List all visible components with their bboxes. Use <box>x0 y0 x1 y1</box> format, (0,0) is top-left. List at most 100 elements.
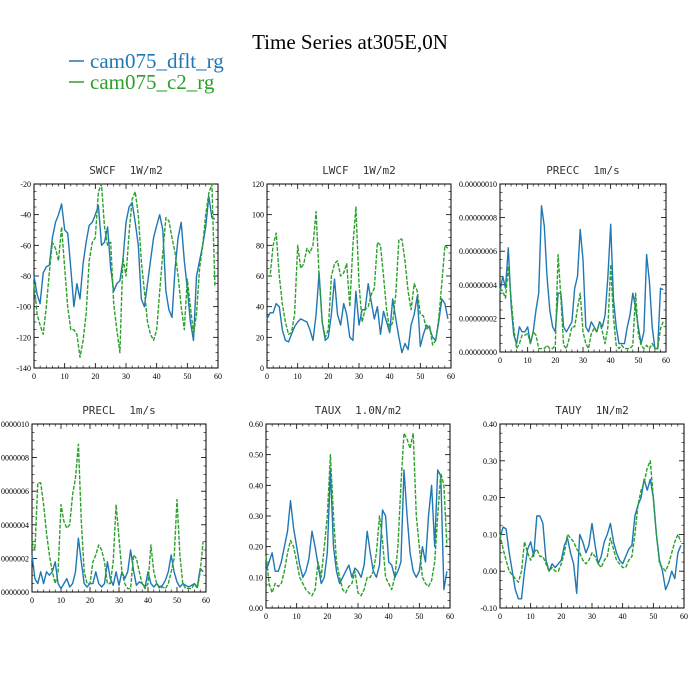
x-tick-label-taux: 0 <box>264 612 268 621</box>
y-tick-label-lwcf: 60 <box>256 272 264 281</box>
x-tick-label-tauy: 10 <box>527 612 535 621</box>
panel-swcf: SWCF 1W/m2 0 10 20 30 40 50 60 -140 -120 -100 -80 -60… <box>16 164 222 381</box>
panel-title-precc: PRECC 1m/s <box>546 164 620 177</box>
y-tick-label-precc: 0.00000002 <box>459 314 497 323</box>
panel-taux: TAUX 1.0N/m2 0 10 20 30 40 50 60 0.00 0.10 0.20 0.30… <box>249 404 454 621</box>
y-tick-label-precc: 0.00000010 <box>459 180 497 189</box>
panel-tauy: TAUY 1N/m2 0 10 20 30 40 50 60 -0.10 0.00 0.10 0.20 0… <box>480 404 688 621</box>
series-line-c2-precl <box>31 443 204 590</box>
x-tick-label-lwcf: 30 <box>355 372 363 381</box>
y-tick-label-tauy: 0.40 <box>483 420 497 429</box>
x-tick-label-lwcf: 0 <box>265 372 269 381</box>
x-tick-label-tauy: 20 <box>557 612 565 621</box>
panel-title-name-lwcf: LWCF <box>322 164 349 177</box>
panel-title-taux: TAUX 1.0N/m2 <box>315 404 402 417</box>
x-tick-label-precc: 20 <box>551 356 559 365</box>
series-line-dflt-tauy <box>499 478 682 600</box>
series-line-dflt-taux <box>265 469 448 591</box>
panel-title-name-swcf: SWCF <box>89 164 116 177</box>
y-tick-label-tauy: -0.10 <box>480 604 497 613</box>
series-line-c2-precc <box>499 253 664 350</box>
y-tick-label-lwcf: 0 <box>260 364 264 373</box>
series-line-dflt-precc <box>499 205 664 350</box>
y-tick-label-taux: 0.20 <box>249 543 263 552</box>
series-line-dflt-lwcf <box>266 272 449 354</box>
y-tick-label-taux: 0.10 <box>249 573 263 582</box>
y-tick-label-tauy: 0.30 <box>483 457 497 466</box>
x-tick-label-taux: 10 <box>293 612 301 621</box>
y-tick-label-tauy: 0.10 <box>483 530 497 539</box>
x-tick-label-precc: 50 <box>634 356 642 365</box>
x-tick-label-taux: 50 <box>415 612 423 621</box>
panel-lwcf: LWCF 1W/m2 0 10 20 30 40 50 60 0 20 40 60 80 100 120 <box>252 164 455 381</box>
x-tick-label-swcf: 30 <box>122 372 130 381</box>
y-tick-label-precc: 0.00000008 <box>459 214 497 223</box>
x-tick-label-precc: 0 <box>498 356 502 365</box>
y-tick-label-lwcf: 40 <box>256 303 264 312</box>
x-tick-label-lwcf: 10 <box>294 372 302 381</box>
legend: cam075_dflt_rg cam075_c2_rg <box>69 49 224 94</box>
x-tick-label-taux: 20 <box>323 612 331 621</box>
panel-title-lwcf: LWCF 1W/m2 <box>322 164 396 177</box>
x-tick-label-taux: 60 <box>446 612 454 621</box>
series-line-dflt-swcf <box>33 195 216 342</box>
x-tick-label-tauy: 30 <box>588 612 596 621</box>
legend-entry-c2: cam075_c2_rg <box>69 70 215 94</box>
y-tick-label-lwcf: 20 <box>256 333 264 342</box>
series-line-dflt-precl <box>31 537 204 590</box>
y-tick-label-precl: 0000000 <box>1 588 29 597</box>
y-tick-label-precl: 0000008 <box>1 454 29 463</box>
panel-title-name-taux: TAUX <box>315 404 342 417</box>
x-tick-label-tauy: 0 <box>498 612 502 621</box>
y-tick-label-tauy: 0.20 <box>483 494 497 503</box>
y-tick-label-taux: 0.40 <box>249 481 263 490</box>
x-tick-label-precc: 40 <box>607 356 615 365</box>
y-tick-label-swcf: -40 <box>20 211 31 220</box>
series-line-c2-tauy <box>499 460 682 583</box>
figure-title: Time Series at305E,0N <box>252 30 448 54</box>
panel-title-name-precc: PRECC <box>546 164 579 177</box>
y-tick-label-precl: 0000002 <box>1 554 29 563</box>
y-tick-label-precl: 0000006 <box>1 487 29 496</box>
panel-title-unit-precc: 1m/s <box>593 164 620 177</box>
x-tick-label-tauy: 60 <box>680 612 688 621</box>
x-tick-label-swcf: 0 <box>32 372 36 381</box>
x-tick-label-swcf: 10 <box>61 372 69 381</box>
x-tick-label-precl: 20 <box>86 596 94 605</box>
x-tick-label-precl: 30 <box>115 596 123 605</box>
y-tick-label-taux: 0.50 <box>249 451 263 460</box>
x-tick-label-lwcf: 20 <box>324 372 332 381</box>
x-tick-label-taux: 40 <box>385 612 393 621</box>
x-tick-label-tauy: 40 <box>619 612 627 621</box>
panel-title-unit-precl: 1m/s <box>129 404 156 417</box>
legend-entry-dflt: cam075_dflt_rg <box>69 49 224 73</box>
series-line-c2-swcf <box>33 183 216 358</box>
y-tick-label-taux: 0.60 <box>249 420 263 429</box>
y-tick-label-swcf: -80 <box>20 272 31 281</box>
y-tick-label-taux: 0.30 <box>249 512 263 521</box>
panel-title-unit-tauy: 1N/m2 <box>596 404 629 417</box>
x-tick-label-lwcf: 60 <box>447 372 455 381</box>
legend-label-dflt: cam075_dflt_rg <box>90 49 224 73</box>
y-tick-label-lwcf: 80 <box>256 241 264 250</box>
x-tick-label-swcf: 60 <box>214 372 222 381</box>
panel-title-precl: PRECL 1m/s <box>82 404 156 417</box>
x-tick-label-precl: 0 <box>30 596 34 605</box>
x-tick-label-precc: 60 <box>662 356 670 365</box>
y-tick-label-tauy: 0.00 <box>483 567 497 576</box>
y-tick-label-swcf: -20 <box>20 180 31 189</box>
y-tick-label-lwcf: 120 <box>252 180 264 189</box>
x-tick-label-precl: 40 <box>144 596 152 605</box>
y-tick-label-precc: 0.00000004 <box>459 281 497 290</box>
plot-frame-taux <box>265 423 451 609</box>
x-tick-label-precl: 50 <box>173 596 181 605</box>
panels: SWCF 1W/m2 0 10 20 30 40 50 60 -140 -120 -100 -80 -60… <box>1 164 688 621</box>
x-tick-label-swcf: 40 <box>153 372 161 381</box>
x-tick-label-lwcf: 40 <box>386 372 394 381</box>
panel-title-unit-swcf: 1W/m2 <box>130 164 163 177</box>
x-tick-label-precl: 60 <box>202 596 210 605</box>
x-tick-label-lwcf: 50 <box>416 372 424 381</box>
y-tick-label-precc: 0.00000000 <box>459 348 497 357</box>
y-tick-label-taux: 0.00 <box>249 604 263 613</box>
